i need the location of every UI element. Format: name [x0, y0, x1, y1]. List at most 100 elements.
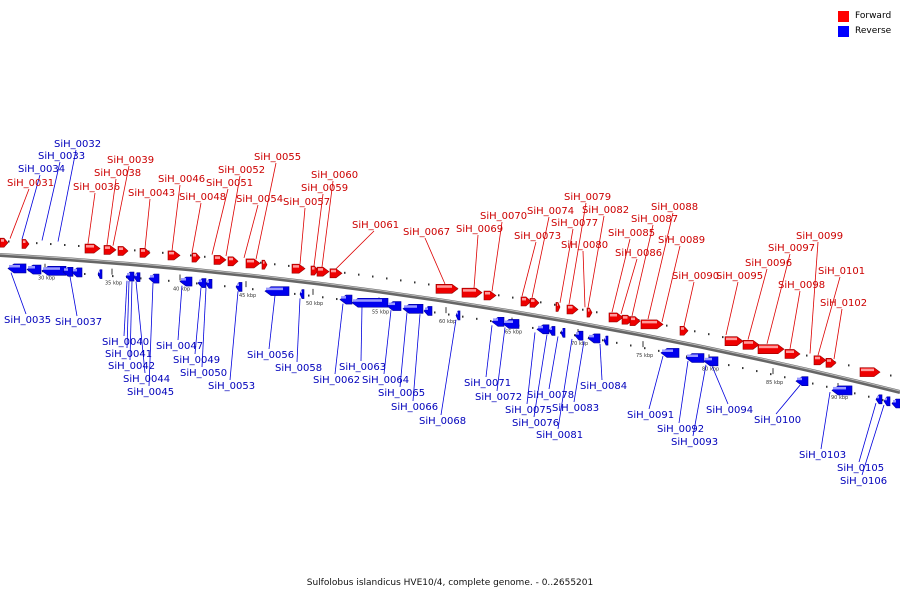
- reverse-gene-label[interactable]: SiH_0105: [837, 463, 884, 474]
- reverse-gene-label[interactable]: SiH_0032: [54, 139, 101, 150]
- forward-gene-label[interactable]: SiH_0036: [73, 182, 120, 193]
- reverse-gene-label[interactable]: SiH_0034: [18, 164, 65, 175]
- forward-gene-label[interactable]: SiH_0061: [352, 220, 399, 231]
- forward-gene-label[interactable]: SiH_0051: [206, 178, 253, 189]
- reverse-gene-label[interactable]: SiH_0076: [512, 418, 559, 429]
- reverse-gene-label[interactable]: SiH_0091: [627, 410, 674, 421]
- backbone-dot: [162, 251, 164, 254]
- reverse-gene-label[interactable]: SiH_0044: [123, 374, 170, 385]
- reverse-gene-label[interactable]: SiH_0092: [657, 424, 704, 435]
- reverse-gene-label[interactable]: SiH_0041: [105, 349, 152, 360]
- forward-gene-label[interactable]: SiH_0090: [672, 271, 719, 282]
- forward-gene-label[interactable]: SiH_0052: [218, 165, 265, 176]
- reverse-gene-label[interactable]: SiH_0056: [247, 350, 294, 361]
- reverse-gene-label[interactable]: SiH_0100: [754, 415, 801, 426]
- forward-leader-line: [313, 193, 324, 267]
- reverse-gene-label[interactable]: SiH_0050: [180, 368, 227, 379]
- gene-highlight: [463, 289, 476, 292]
- reverse-gene-label[interactable]: SiH_0063: [339, 362, 386, 373]
- reverse-leader-line: [229, 291, 239, 381]
- reverse-gene-label[interactable]: SiH_0106: [840, 476, 887, 487]
- reverse-gene-label[interactable]: SiH_0045: [127, 387, 174, 398]
- reverse-gene-label[interactable]: SiH_0081: [536, 430, 583, 441]
- reverse-gene-label[interactable]: SiH_0053: [208, 381, 255, 392]
- gene-highlight: [815, 356, 820, 360]
- gene-highlight: [744, 341, 753, 344]
- reverse-gene-label[interactable]: SiH_0084: [580, 381, 627, 392]
- forward-gene-label[interactable]: SiH_0060: [311, 170, 358, 181]
- gene-highlight: [576, 332, 579, 335]
- reverse-gene-label[interactable]: SiH_0068: [419, 416, 466, 427]
- forward-gene-label[interactable]: SiH_0070: [480, 211, 527, 222]
- forward-gene-label[interactable]: SiH_0082: [582, 205, 629, 216]
- backbone-dot: [666, 324, 668, 327]
- forward-gene-label[interactable]: SiH_0077: [551, 218, 598, 229]
- forward-gene-label[interactable]: SiH_0101: [818, 266, 865, 277]
- reverse-gene-label[interactable]: SiH_0093: [671, 437, 718, 448]
- reverse-gene-label[interactable]: SiH_0071: [464, 378, 511, 389]
- reverse-leader-line: [548, 336, 559, 390]
- reverse-gene-label[interactable]: SiH_0040: [102, 337, 149, 348]
- forward-gene-label[interactable]: SiH_0031: [7, 178, 54, 189]
- forward-gene-label[interactable]: SiH_0057: [283, 197, 330, 208]
- forward-gene-label[interactable]: SiH_0074: [527, 206, 574, 217]
- reverse-gene-label[interactable]: SiH_0037: [55, 317, 102, 328]
- reverse-gene-label[interactable]: SiH_0072: [475, 392, 522, 403]
- forward-gene-label[interactable]: SiH_0099: [796, 231, 843, 242]
- reverse-gene-label[interactable]: SiH_0083: [552, 403, 599, 414]
- forward-gene-label[interactable]: SiH_0097: [768, 243, 815, 254]
- reverse-leader-line: [599, 343, 603, 381]
- reverse-gene-label[interactable]: SiH_0049: [173, 355, 220, 366]
- forward-gene-label[interactable]: SiH_0043: [128, 188, 175, 199]
- forward-gene-label[interactable]: SiH_0073: [514, 231, 561, 242]
- reverse-gene-label[interactable]: SiH_0065: [378, 388, 425, 399]
- forward-gene-label[interactable]: SiH_0096: [745, 258, 792, 269]
- forward-gene-label[interactable]: SiH_0059: [301, 183, 348, 194]
- reverse-gene-label[interactable]: SiH_0047: [156, 341, 203, 352]
- backbone-dot: [806, 354, 808, 357]
- reverse-gene-label[interactable]: SiH_0064: [362, 375, 409, 386]
- backbone-dot: [414, 281, 416, 284]
- forward-leader-line: [568, 202, 587, 305]
- gene-highlight: [550, 327, 552, 330]
- gene-highlight: [73, 268, 77, 272]
- forward-gene-label[interactable]: SiH_0089: [658, 235, 705, 246]
- forward-gene-label[interactable]: SiH_0095: [716, 271, 763, 282]
- reverse-gene-label[interactable]: SiH_0042: [108, 361, 155, 372]
- reverse-gene-label[interactable]: SiH_0103: [799, 450, 846, 461]
- reverse-leader-line: [820, 392, 831, 450]
- gene-highlight: [353, 299, 382, 302]
- reverse-gene-label[interactable]: SiH_0058: [275, 363, 322, 374]
- reverse-gene-label[interactable]: SiH_0035: [4, 315, 51, 326]
- gene-highlight: [662, 349, 673, 352]
- backbone-dot: [372, 275, 374, 278]
- forward-gene-label[interactable]: SiH_0038: [94, 168, 141, 179]
- tick-label: 60 kbp: [439, 319, 456, 325]
- forward-gene-label[interactable]: SiH_0086: [615, 248, 662, 259]
- forward-gene-label[interactable]: SiH_0080: [561, 240, 608, 251]
- forward-gene-label[interactable]: SiH_0087: [631, 214, 678, 225]
- reverse-gene-label[interactable]: SiH_0094: [706, 405, 753, 416]
- backbone-dot: [728, 364, 730, 367]
- forward-gene-label[interactable]: SiH_0085: [608, 228, 655, 239]
- forward-gene-label[interactable]: SiH_0046: [158, 174, 205, 185]
- reverse-gene-label[interactable]: SiH_0066: [391, 402, 438, 413]
- reverse-gene-label[interactable]: SiH_0062: [313, 375, 360, 386]
- reverse-gene-label[interactable]: SiH_0075: [505, 405, 552, 416]
- forward-gene-label[interactable]: SiH_0088: [651, 202, 698, 213]
- forward-swatch: [838, 11, 849, 22]
- forward-gene-label[interactable]: SiH_0069: [456, 224, 503, 235]
- gene-highlight: [99, 270, 100, 274]
- forward-gene-label[interactable]: SiH_0055: [254, 152, 301, 163]
- forward-leader-line: [243, 204, 259, 259]
- forward-gene-label[interactable]: SiH_0102: [820, 298, 867, 309]
- forward-gene-label[interactable]: SiH_0039: [107, 155, 154, 166]
- reverse-gene-label[interactable]: SiH_0078: [527, 390, 574, 401]
- forward-gene-label[interactable]: SiH_0067: [403, 227, 450, 238]
- forward-gene-label[interactable]: SiH_0048: [179, 192, 226, 203]
- forward-gene-label[interactable]: SiH_0098: [778, 280, 825, 291]
- reverse-gene-label[interactable]: SiH_0033: [38, 151, 85, 162]
- gene-highlight: [237, 283, 239, 286]
- forward-gene-label[interactable]: SiH_0079: [564, 192, 611, 203]
- forward-gene-label[interactable]: SiH_0054: [236, 194, 283, 205]
